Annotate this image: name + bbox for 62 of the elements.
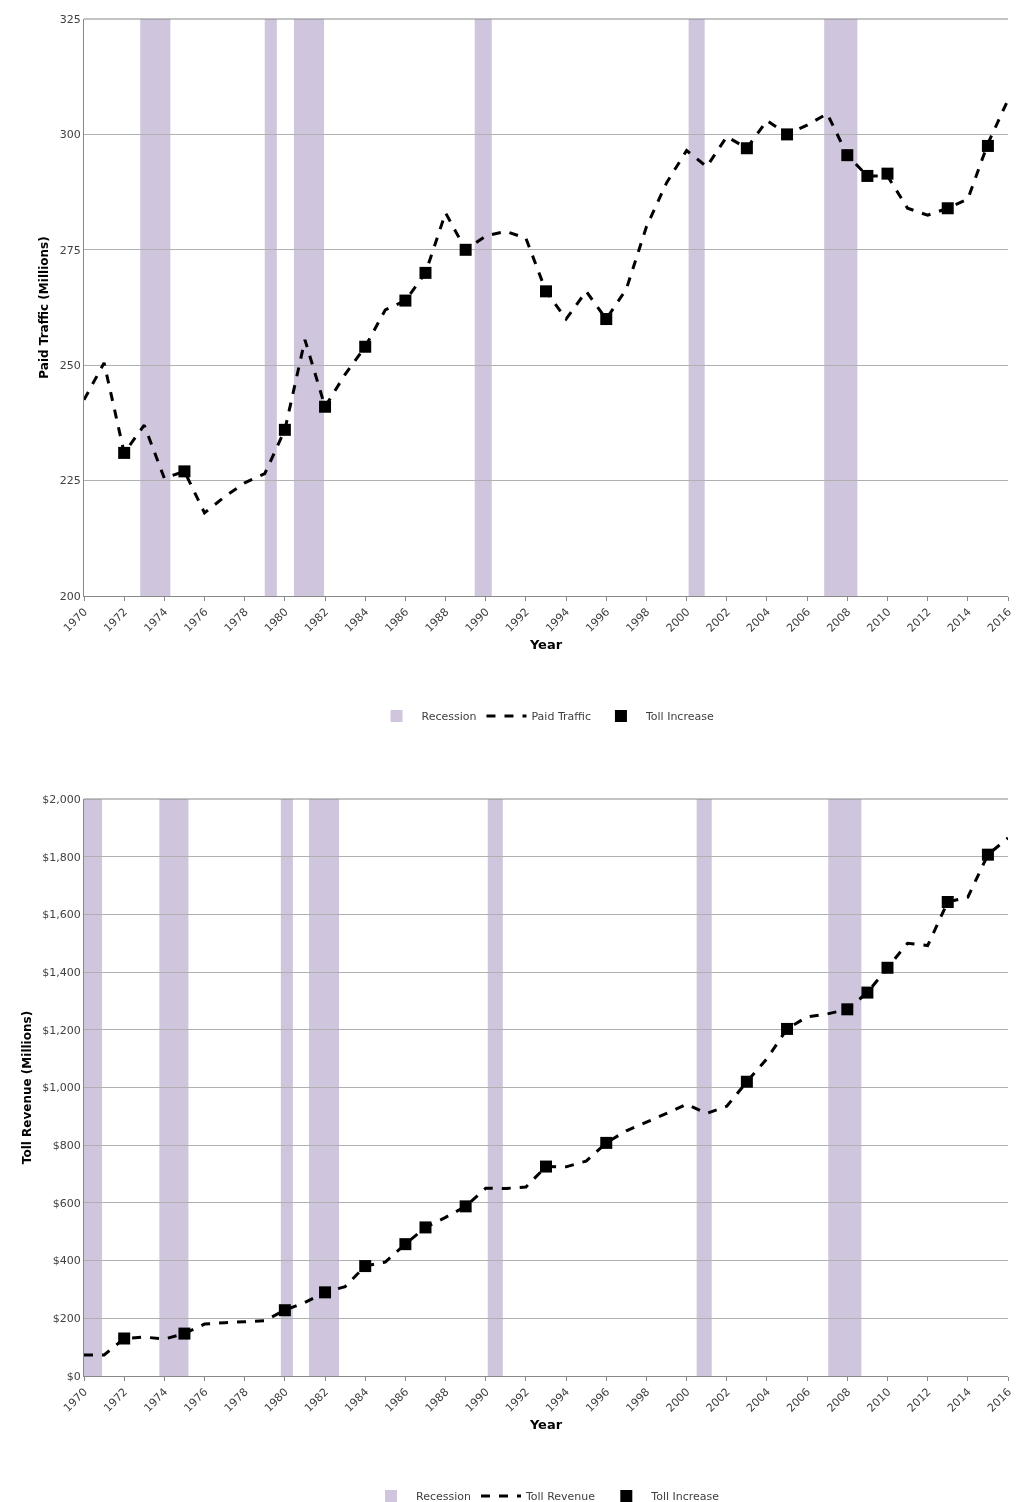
- point: [278, 1304, 291, 1317]
- point: [881, 961, 894, 974]
- point: [459, 243, 472, 256]
- point: [319, 1286, 332, 1299]
- point: [399, 1238, 412, 1251]
- y-tick-label: $1,000: [42, 1081, 81, 1095]
- y-tick-label: $400: [52, 1254, 81, 1268]
- point: [781, 128, 794, 141]
- point: [981, 139, 994, 152]
- point: [861, 169, 874, 182]
- y-tick-label: 200: [59, 589, 81, 603]
- point: [419, 1221, 432, 1234]
- y-tick-label: 225: [59, 474, 81, 488]
- x-axis-title: Year: [528, 637, 563, 653]
- point: [399, 294, 412, 307]
- y-tick-label: $1,600: [42, 908, 81, 922]
- point: [740, 1075, 753, 1088]
- y-tick-label: 300: [59, 128, 81, 142]
- point: [118, 1332, 131, 1345]
- point: [841, 149, 854, 162]
- y-tick-label: $1,800: [42, 850, 81, 864]
- y-tick-label: $800: [52, 1139, 81, 1153]
- y-tick-label: $0: [66, 1369, 81, 1383]
- legend-label: Recession: [421, 710, 477, 724]
- point: [941, 202, 954, 215]
- point: [600, 313, 613, 326]
- y-axis-title: Toll Revenue (Millions): [19, 1010, 34, 1165]
- point: [359, 340, 372, 353]
- legend-label: Recession: [416, 1490, 471, 1502]
- y-tick-label: $1,400: [42, 965, 81, 979]
- point: [881, 167, 894, 180]
- legend-label: Toll Increase: [650, 1490, 720, 1502]
- y-tick-label: $600: [52, 1196, 81, 1210]
- legend-label: Toll Increase: [644, 710, 714, 724]
- legend-label: Paid Traffic: [531, 710, 591, 724]
- point: [941, 895, 954, 908]
- point: [278, 423, 291, 436]
- point: [861, 986, 874, 999]
- point: [459, 1200, 472, 1213]
- point: [118, 446, 131, 459]
- y-tick-label: $200: [52, 1312, 81, 1326]
- line-series: [84, 836, 1008, 1357]
- y-tick-label: 275: [59, 243, 81, 257]
- legend-label: Toll Revenue: [524, 1490, 596, 1502]
- point: [981, 848, 994, 861]
- point: [540, 285, 552, 298]
- point: [841, 1003, 854, 1016]
- point: [600, 1136, 613, 1149]
- point: [419, 266, 432, 279]
- y-tick-label: $1,200: [42, 1023, 81, 1037]
- point: [178, 465, 191, 478]
- y-axis-title: Paid Traffic (Millions): [37, 236, 52, 379]
- point: [359, 1260, 372, 1273]
- point: [540, 1160, 552, 1173]
- y-tick-label: 325: [59, 12, 81, 26]
- y-tick-label: 250: [59, 359, 81, 373]
- point: [740, 142, 753, 155]
- x-axis-title: Year: [528, 1417, 563, 1433]
- point: [781, 1022, 794, 1035]
- point: [319, 400, 332, 413]
- y-tick-label: $2,000: [42, 792, 81, 806]
- point: [178, 1327, 191, 1340]
